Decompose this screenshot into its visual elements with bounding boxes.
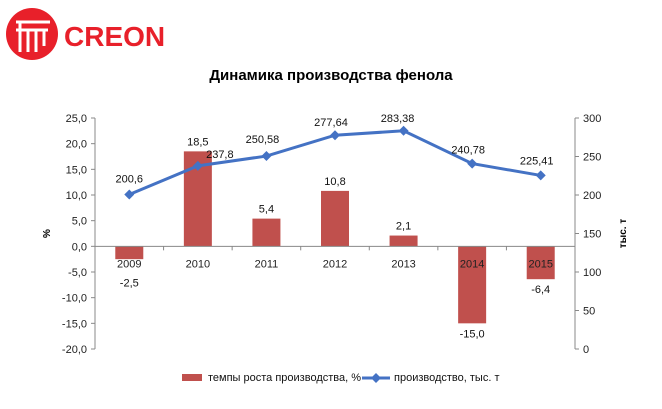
x-tick-label: 2013: [391, 258, 415, 270]
x-tick-label: 2014: [460, 258, 484, 270]
legend-label-line: производство, тыс. т: [394, 372, 499, 384]
y-left-tick-label: -5,0: [68, 267, 87, 279]
line-point-2009: [124, 189, 135, 200]
x-tick-label: 2011: [255, 258, 279, 270]
bar-data-label: -2,5: [120, 277, 139, 289]
bar-2014: [458, 246, 487, 324]
legend-marker-line: [371, 373, 381, 383]
x-tick-label: 2009: [117, 258, 141, 270]
line-point-2015: [535, 170, 546, 181]
creon-logo: CREON: [6, 8, 165, 60]
line-data-label: 250,58: [246, 134, 280, 146]
line-point-2014: [467, 158, 478, 169]
y-left-tick-label: 5,0: [72, 216, 87, 228]
y-right-tick-label: 50: [583, 306, 595, 318]
line-point-2013: [398, 125, 409, 136]
y-left-tick-label: 15,0: [66, 164, 87, 176]
y-right-axis-title: тыс. т: [618, 219, 629, 249]
creon-logo-icon: [6, 8, 58, 60]
y-right-tick-label: 150: [583, 229, 601, 241]
creon-logo-text: CREON: [64, 21, 165, 52]
y-left-tick-label: -15,0: [62, 318, 87, 330]
y-left-tick-label: 0,0: [72, 241, 87, 253]
line-data-label: 277,64: [314, 117, 348, 129]
line-data-label: 283,38: [381, 113, 415, 125]
y-right-tick-label: 200: [583, 190, 601, 202]
y-left-tick-label: 25,0: [66, 113, 87, 125]
y-left-tick-label: 20,0: [66, 139, 87, 151]
x-tick-label: 2015: [528, 258, 552, 270]
legend-swatch-bar: [182, 374, 202, 381]
x-tick-label: 2012: [323, 258, 347, 270]
line-data-label: 200,6: [116, 174, 144, 186]
bar-data-label: -6,4: [531, 284, 550, 296]
y-left-tick-label: -10,0: [62, 293, 87, 305]
y-right-tick-label: 100: [583, 267, 601, 279]
line-point-2012: [330, 130, 340, 141]
bar-data-label: 10,8: [324, 176, 345, 188]
chart-title: Динамика производства фенола: [209, 67, 453, 84]
y-right-tick-label: 0: [583, 344, 589, 356]
x-tick-label: 2010: [186, 258, 210, 270]
bar-2013: [389, 235, 418, 247]
y-right-tick-label: 300: [583, 113, 601, 125]
line-data-label: 240,78: [451, 145, 485, 157]
bar-data-label: -15,0: [460, 328, 485, 340]
y-right-tick-label: 250: [583, 152, 601, 164]
y-left-tick-label: 10,0: [66, 190, 87, 202]
line-point-2011: [261, 151, 272, 162]
bar-2015: [526, 246, 555, 280]
bar-2012: [321, 190, 349, 247]
y-left-tick-label: -20,0: [62, 344, 87, 356]
line-point-2010: [192, 160, 203, 171]
line-data-label: 225,41: [520, 155, 554, 167]
y-left-axis-title: %: [42, 229, 53, 238]
bar-2009: [115, 246, 144, 260]
legend-label-bar: темпы роста производства, %: [208, 372, 361, 384]
bar-data-label: 2,1: [396, 221, 411, 233]
bar-data-label: 5,4: [259, 204, 274, 216]
bar-data-label: 18,5: [187, 136, 208, 148]
bar-2011: [252, 218, 281, 247]
line-data-label: 237,8: [206, 149, 234, 161]
